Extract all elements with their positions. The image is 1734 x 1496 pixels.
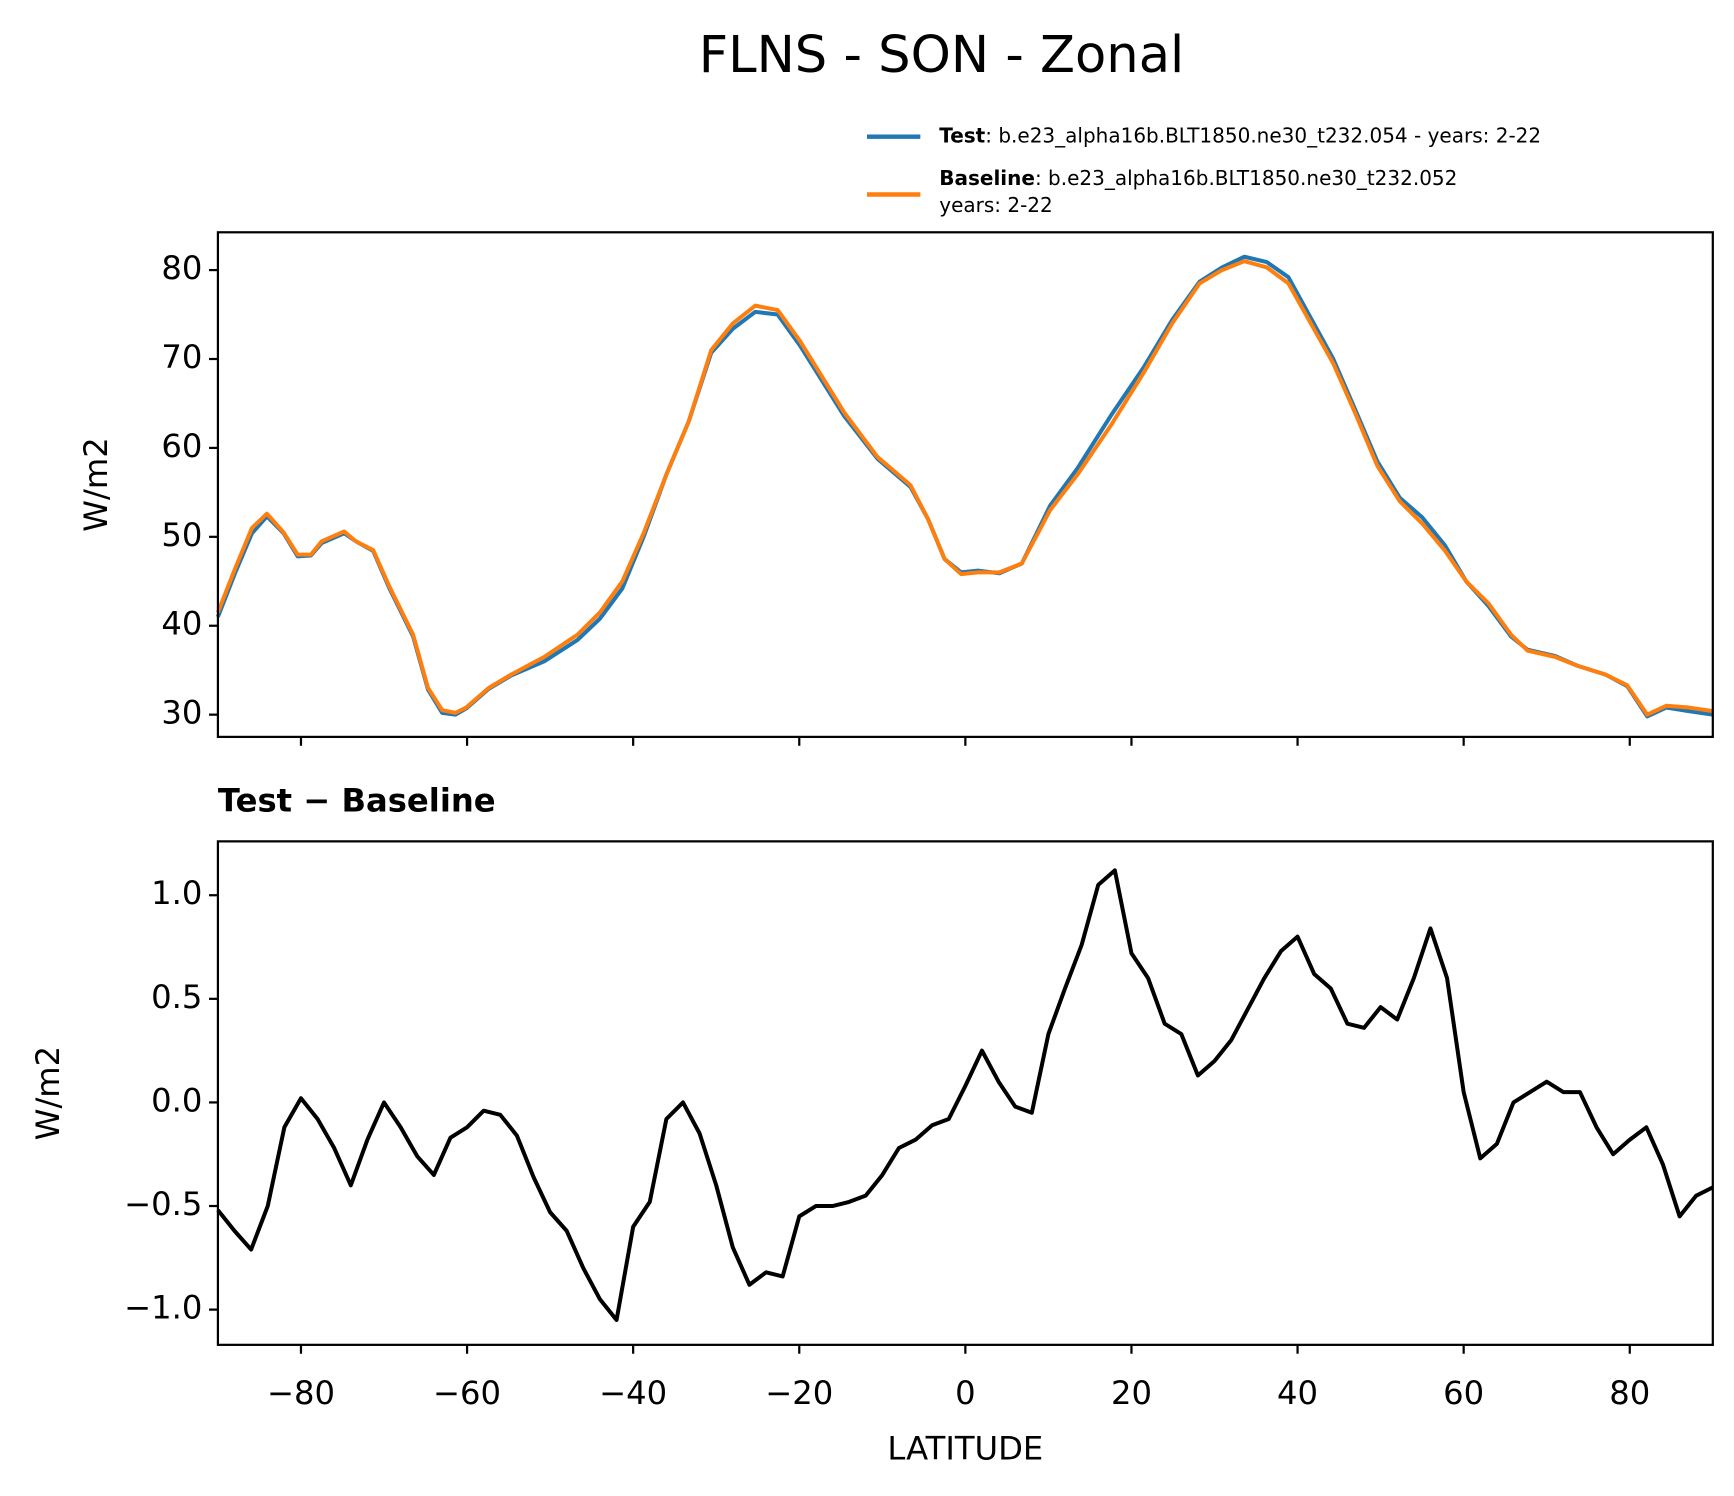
y-tick-label: 30 (161, 694, 202, 732)
x-axis-label: LATITUDE (887, 1429, 1043, 1467)
axes-frame (216, 840, 1714, 1346)
x-tick-label: −40 (599, 1374, 667, 1412)
y-tick-label: 0.0 (151, 1081, 202, 1119)
legend-label: years: 2-22 (939, 193, 1053, 217)
y-axis-label: W/m2 (77, 437, 115, 532)
x-tick-label: −80 (267, 1374, 335, 1412)
x-tick-label: 40 (1277, 1374, 1318, 1412)
x-tick-label: 60 (1443, 1374, 1484, 1412)
x-tick-label: −20 (765, 1374, 833, 1412)
y-tick-label: 60 (161, 427, 202, 465)
y-tick-label: 50 (161, 516, 202, 554)
y-tick-label: 70 (161, 338, 202, 376)
legend-entry: Test: b.e23_alpha16b.BLT1850.ne30_t232.0… (939, 123, 1541, 147)
data-line (216, 259, 1714, 717)
y-tick-label: 1.0 (151, 874, 202, 912)
legend-label: : b.e23_alpha16b.BLT1850.ne30_t232.052 (1035, 165, 1457, 189)
x-tick-label: 20 (1111, 1374, 1152, 1412)
y-tick-label: −1.0 (124, 1289, 202, 1327)
legend-label: : b.e23_alpha16b.BLT1850.ne30_t232.054 -… (985, 123, 1541, 147)
figure-title: FLNS - SON - Zonal (699, 26, 1185, 85)
y-axis-label: W/m2 (29, 1046, 67, 1141)
axes-frame (216, 231, 1714, 738)
y-tick-label: 40 (161, 605, 202, 643)
legend-name: Baseline (939, 165, 1035, 189)
y-tick-label: −0.5 (124, 1185, 202, 1223)
data-line (216, 868, 1714, 1322)
y-tick-label: 0.5 (151, 978, 202, 1016)
legend-name: Test (939, 123, 985, 147)
x-tick-label: 0 (955, 1374, 976, 1412)
y-tick-label: 80 (161, 249, 202, 287)
x-tick-label: 80 (1609, 1374, 1650, 1412)
subplot-title: Test − Baseline (218, 781, 496, 819)
x-tick-label: −60 (433, 1374, 501, 1412)
legend-entry: Baseline: b.e23_alpha16b.BLT1850.ne30_t2… (939, 165, 1457, 189)
data-line (216, 254, 1714, 719)
